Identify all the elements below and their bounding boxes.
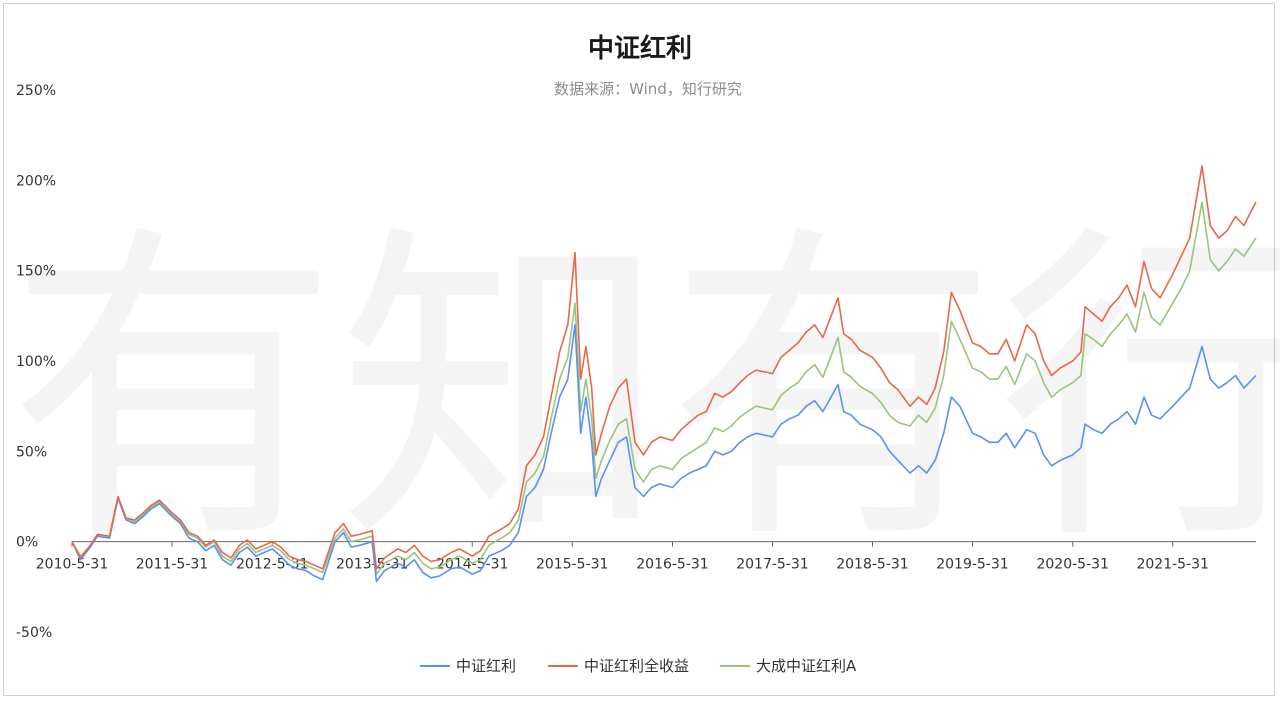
x-tick-label: 2020-5-31 <box>1036 557 1108 573</box>
series-line-1 <box>71 165 1257 570</box>
chart-subtitle: 数据来源：Wind，知行研究 <box>554 80 742 98</box>
y-tick-label: 100% <box>16 354 56 370</box>
y-tick-label: 0% <box>16 535 38 551</box>
y-tick-label: 250% <box>16 83 56 99</box>
x-tick-label: 2017-5-31 <box>736 557 808 573</box>
y-tick-label: 200% <box>16 173 56 189</box>
watermark: 有知有行 <box>8 199 1280 583</box>
chart-title: 中证红利 <box>587 34 692 64</box>
legend-label-1[interactable]: 中证红利全收益 <box>584 657 689 675</box>
y-tick-label: 150% <box>16 264 56 280</box>
y-tick-label: 50% <box>16 444 47 460</box>
x-tick-label: 2021-5-31 <box>1136 557 1208 573</box>
series-line-2 <box>71 201 1257 575</box>
x-tick-label: 2011-5-31 <box>136 557 208 573</box>
x-tick-label: 2010-5-31 <box>36 557 108 573</box>
legend-label-2[interactable]: 大成中证红利A <box>756 657 857 675</box>
x-tick-label: 2014-5-31 <box>436 557 508 573</box>
legend-label-0[interactable]: 中证红利 <box>456 657 516 675</box>
series-lines <box>71 165 1257 583</box>
y-axis: 250% 200% 150% 100% 50% 0% -50% <box>16 83 56 641</box>
series-line-0 <box>71 324 1257 583</box>
legend: 中证红利 中证红利全收益 大成中证红利A <box>420 657 857 675</box>
x-tick-label: 2016-5-31 <box>636 557 708 573</box>
x-tick-label: 2019-5-31 <box>936 557 1008 573</box>
x-tick-label: 2018-5-31 <box>836 557 908 573</box>
chart-frame <box>3 3 1275 696</box>
x-tick-label: 2015-5-31 <box>536 557 608 573</box>
x-tick-label: 2013-5-31 <box>336 557 408 573</box>
y-tick-label: -50% <box>16 625 52 641</box>
